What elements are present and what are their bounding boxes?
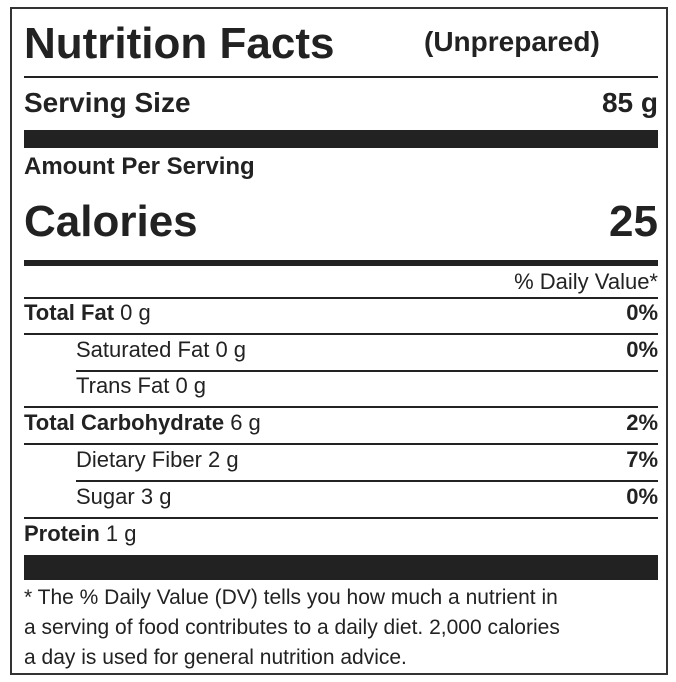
nutrient-line: Dietary Fiber 2 g <box>76 449 239 471</box>
dv-header: % Daily Value* <box>514 269 658 294</box>
nutrient-amount: 1 g <box>105 521 137 546</box>
nutrient-name: Protein <box>24 521 100 546</box>
nutrient-dv: 0% <box>626 337 658 362</box>
subtitle: (Unprepared) <box>424 26 600 57</box>
nutrient-line: Total Carbohydrate 6 g <box>24 412 261 434</box>
calories-label: Calories <box>24 197 198 246</box>
nutrient-name: Trans Fat <box>76 373 170 398</box>
rule <box>24 76 658 78</box>
nutrient-line: Total Fat 0 g <box>24 302 151 324</box>
nutrient-name: Saturated Fat <box>76 337 210 362</box>
rule <box>24 406 658 408</box>
serving-value: 85 g <box>601 87 658 118</box>
nutrient-line: Saturated Fat 0 g <box>76 339 246 361</box>
nutrient-name: Dietary Fiber <box>76 447 202 472</box>
title: Nutrition Facts <box>24 19 335 68</box>
rule <box>24 517 658 519</box>
rule <box>24 443 658 445</box>
nutrient-amount: 6 g <box>230 410 261 435</box>
rule <box>76 480 658 482</box>
nutrient-amount: 0 g <box>215 337 247 362</box>
nutrient-dv: 2% <box>626 410 658 435</box>
nutrient-amount: 0 g <box>120 300 151 325</box>
footnote-line: a serving of food contributes to a daily… <box>24 616 560 639</box>
nutrient-name: Sugar <box>76 484 135 509</box>
serving-label: Serving Size <box>24 87 191 118</box>
nutrient-amount: 0 g <box>175 373 207 398</box>
rule <box>24 297 658 299</box>
nutrient-line: Protein 1 g <box>24 523 137 545</box>
nutrient-name: Total Fat <box>24 300 115 325</box>
nutrient-dv: 0% <box>626 484 658 509</box>
calories-value: 25 <box>609 197 658 246</box>
frame <box>10 7 668 675</box>
nutrient-dv: 0% <box>626 300 658 325</box>
thick-bar <box>24 130 658 148</box>
footnote-line: a day is used for general nutrition advi… <box>24 646 407 669</box>
nutrient-line: Sugar 3 g <box>76 486 171 508</box>
nutrient-amount: 3 g <box>140 484 172 509</box>
nutrient-line: Trans Fat 0 g <box>76 375 206 397</box>
rule <box>24 260 658 266</box>
rule <box>24 333 658 335</box>
thick-bar <box>24 555 658 580</box>
footnote-line: * The % Daily Value (DV) tells you how m… <box>24 586 558 609</box>
nutrient-name: Total Carbohydrate <box>24 410 225 435</box>
amount-per-serving: Amount Per Serving <box>24 153 255 180</box>
rule <box>76 370 658 372</box>
nutrient-dv: 7% <box>626 447 658 472</box>
nutrient-amount: 2 g <box>208 447 239 472</box>
